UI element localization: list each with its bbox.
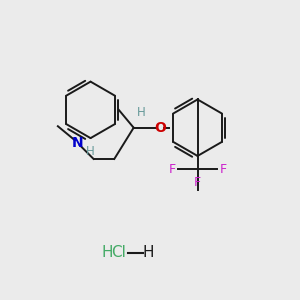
Text: F: F (169, 163, 176, 176)
Text: F: F (194, 176, 201, 189)
Text: H: H (143, 245, 154, 260)
Text: H: H (86, 145, 95, 158)
Text: Cl: Cl (111, 245, 126, 260)
Text: H: H (101, 245, 113, 260)
Text: O: O (154, 121, 166, 135)
Text: H: H (137, 106, 146, 119)
Text: N: N (71, 136, 83, 150)
Text: F: F (219, 163, 226, 176)
